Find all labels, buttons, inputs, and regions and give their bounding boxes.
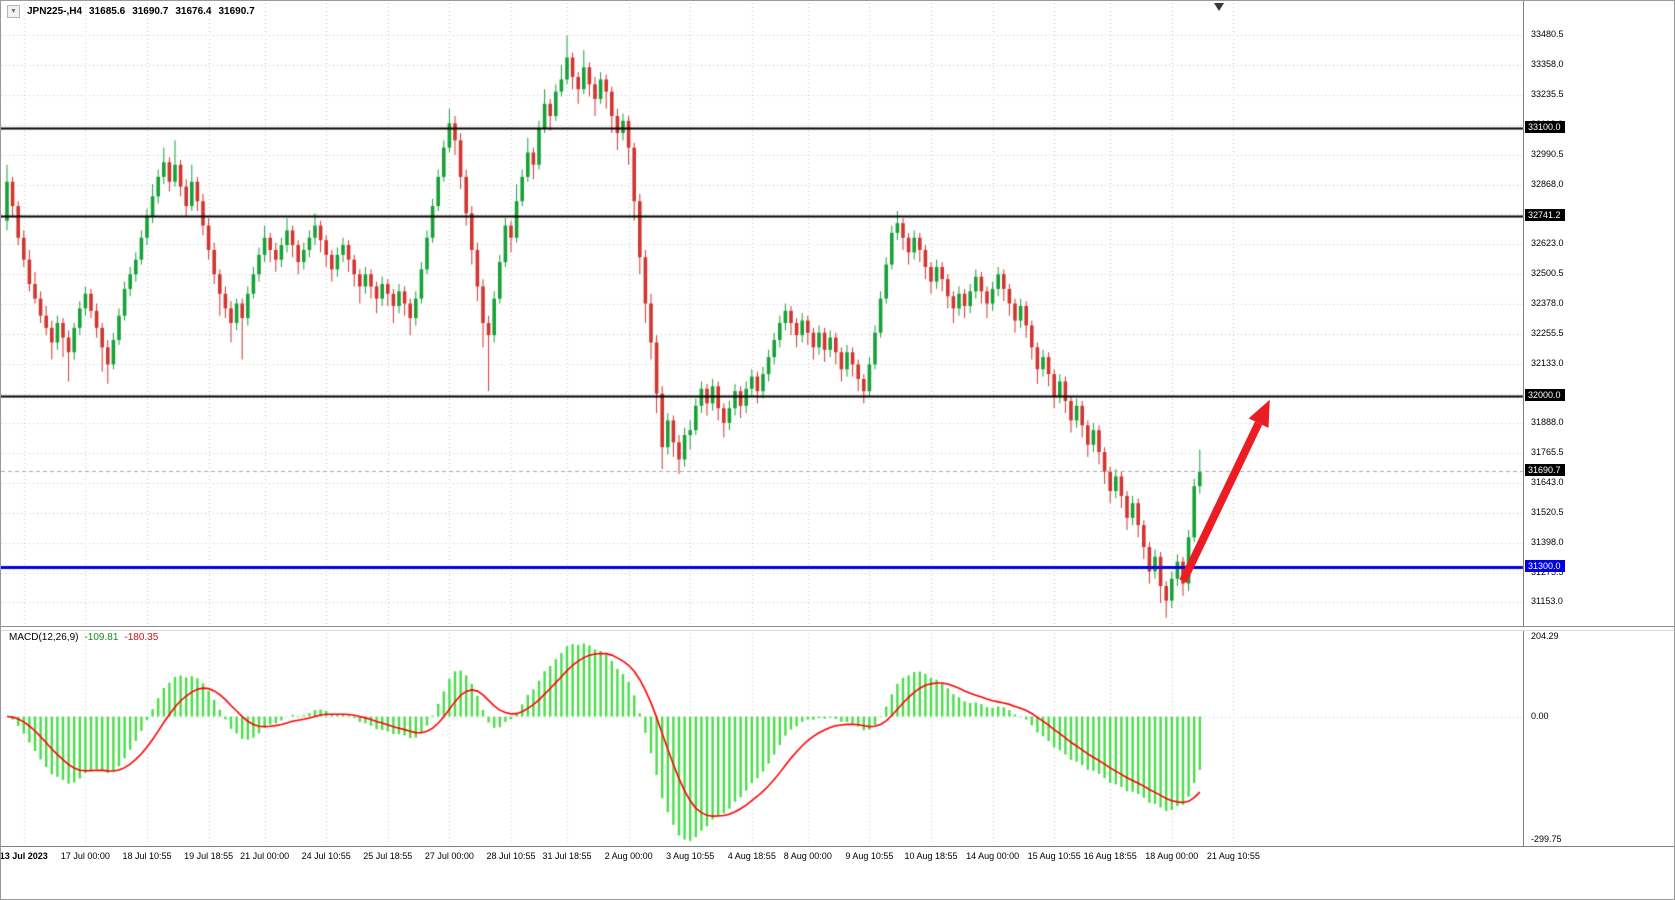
- ohlc-close: 31690.7: [218, 6, 255, 17]
- chart-dropdown-icon[interactable]: ▼: [7, 5, 20, 18]
- price-axis-label: 31398.0: [1531, 536, 1564, 547]
- price-axis-label: 32500.5: [1531, 268, 1564, 279]
- current-price-tag: 31690.7: [1525, 464, 1565, 477]
- time-axis-label: 24 Jul 10:55: [301, 851, 351, 861]
- pane-separator[interactable]: [1, 626, 1674, 631]
- time-axis-scale[interactable]: 13 Jul 2023 17 Jul 00:00 18 Jul 10:55 19 Ju…: [0, 846, 1674, 869]
- ohlc-open: 31685.6: [89, 6, 126, 17]
- price-axis-label: 31520.5: [1531, 506, 1564, 517]
- time-axis-label: 18 Jul 10:55: [122, 851, 172, 861]
- time-axis-label: 27 Jul 00:00: [424, 851, 474, 861]
- chart-shift-marker-icon[interactable]: [1214, 3, 1224, 11]
- time-axis-label: 15 Aug 10:55: [1027, 851, 1081, 861]
- macd-indicator-label: MACD(12,26,9) -109.81 -180.35: [9, 632, 158, 643]
- price-axis-label: 32255.5: [1531, 327, 1564, 338]
- time-axis-label: 3 Aug 10:55: [666, 851, 715, 861]
- price-axis-label: 33480.5: [1531, 29, 1564, 40]
- price-axis-label: 32378.0: [1531, 298, 1564, 308]
- trend-arrow-head[interactable]: [1248, 399, 1270, 428]
- time-axis-label: 2 Aug 00:00: [604, 851, 653, 861]
- ohlc-low: 31676.4: [175, 6, 212, 17]
- time-axis-label: 10 Aug 18:55: [904, 851, 958, 861]
- time-axis-label: 13 Jul 2023: [0, 851, 48, 861]
- macd-axis-zero-label: 0.00: [1531, 710, 1549, 721]
- macd-signal-value: -180.35: [124, 632, 159, 643]
- hline-price-tag: 32741.2: [1525, 208, 1565, 221]
- price-axis-label: 31643.0: [1531, 477, 1564, 487]
- time-axis-label: 9 Aug 10:55: [845, 851, 894, 861]
- price-axis-label: 32868.0: [1531, 178, 1564, 189]
- hline-price-tag: 31300.0: [1525, 559, 1565, 572]
- price-axis-label: 33358.0: [1531, 59, 1564, 70]
- price-axis-label: 33235.5: [1531, 89, 1564, 100]
- price-axis-label: 32990.5: [1531, 148, 1564, 159]
- macd-axis-bottom-label: -299.75: [1531, 834, 1562, 844]
- ohlc-high: 31690.7: [132, 6, 169, 17]
- symbol-timeframe-label: JPN225-,H4: [27, 6, 83, 17]
- time-axis-label: 14 Aug 00:00: [966, 851, 1020, 861]
- price-axis-label: 32623.0: [1531, 238, 1564, 249]
- price-axis-label: 31153.0: [1531, 596, 1563, 607]
- time-axis-label: 21 Aug 10:55: [1206, 851, 1260, 861]
- time-axis-label: 4 Aug 18:55: [727, 851, 776, 861]
- hline-price-tag: 32000.0: [1525, 389, 1565, 402]
- macd-axis-top-label: 204.29: [1531, 631, 1559, 641]
- trend-arrow-shaft[interactable]: [1179, 421, 1263, 583]
- chart-title: ▼ JPN225-,H4 31685.6 31690.7 31676.4 316…: [7, 5, 255, 18]
- time-axis-label: 28 Jul 10:55: [486, 851, 536, 861]
- time-axis-label: 25 Jul 18:55: [363, 851, 413, 861]
- time-axis-label: 19 Jul 18:55: [184, 851, 234, 861]
- macd-value: -109.81: [84, 632, 119, 643]
- price-axis-label: 32133.0: [1531, 357, 1564, 368]
- macd-name: MACD(12,26,9): [9, 632, 79, 643]
- price-axis-scale[interactable]: 33480.533358.033235.533113.032990.532868…: [1523, 1, 1674, 846]
- price-axis-label: 31765.5: [1531, 447, 1564, 458]
- time-axis-label: 17 Jul 00:00: [60, 851, 110, 861]
- time-axis-label: 16 Aug 18:55: [1083, 851, 1137, 861]
- time-axis-label: 18 Aug 00:00: [1145, 851, 1199, 861]
- hline-price-tag: 33100.0: [1525, 121, 1565, 134]
- time-axis-label: 8 Aug 00:00: [783, 851, 832, 861]
- price-axis-label: 31888.0: [1531, 417, 1564, 428]
- time-axis-label: 31 Jul 18:55: [542, 851, 592, 861]
- time-axis-label: 21 Jul 00:00: [240, 851, 290, 861]
